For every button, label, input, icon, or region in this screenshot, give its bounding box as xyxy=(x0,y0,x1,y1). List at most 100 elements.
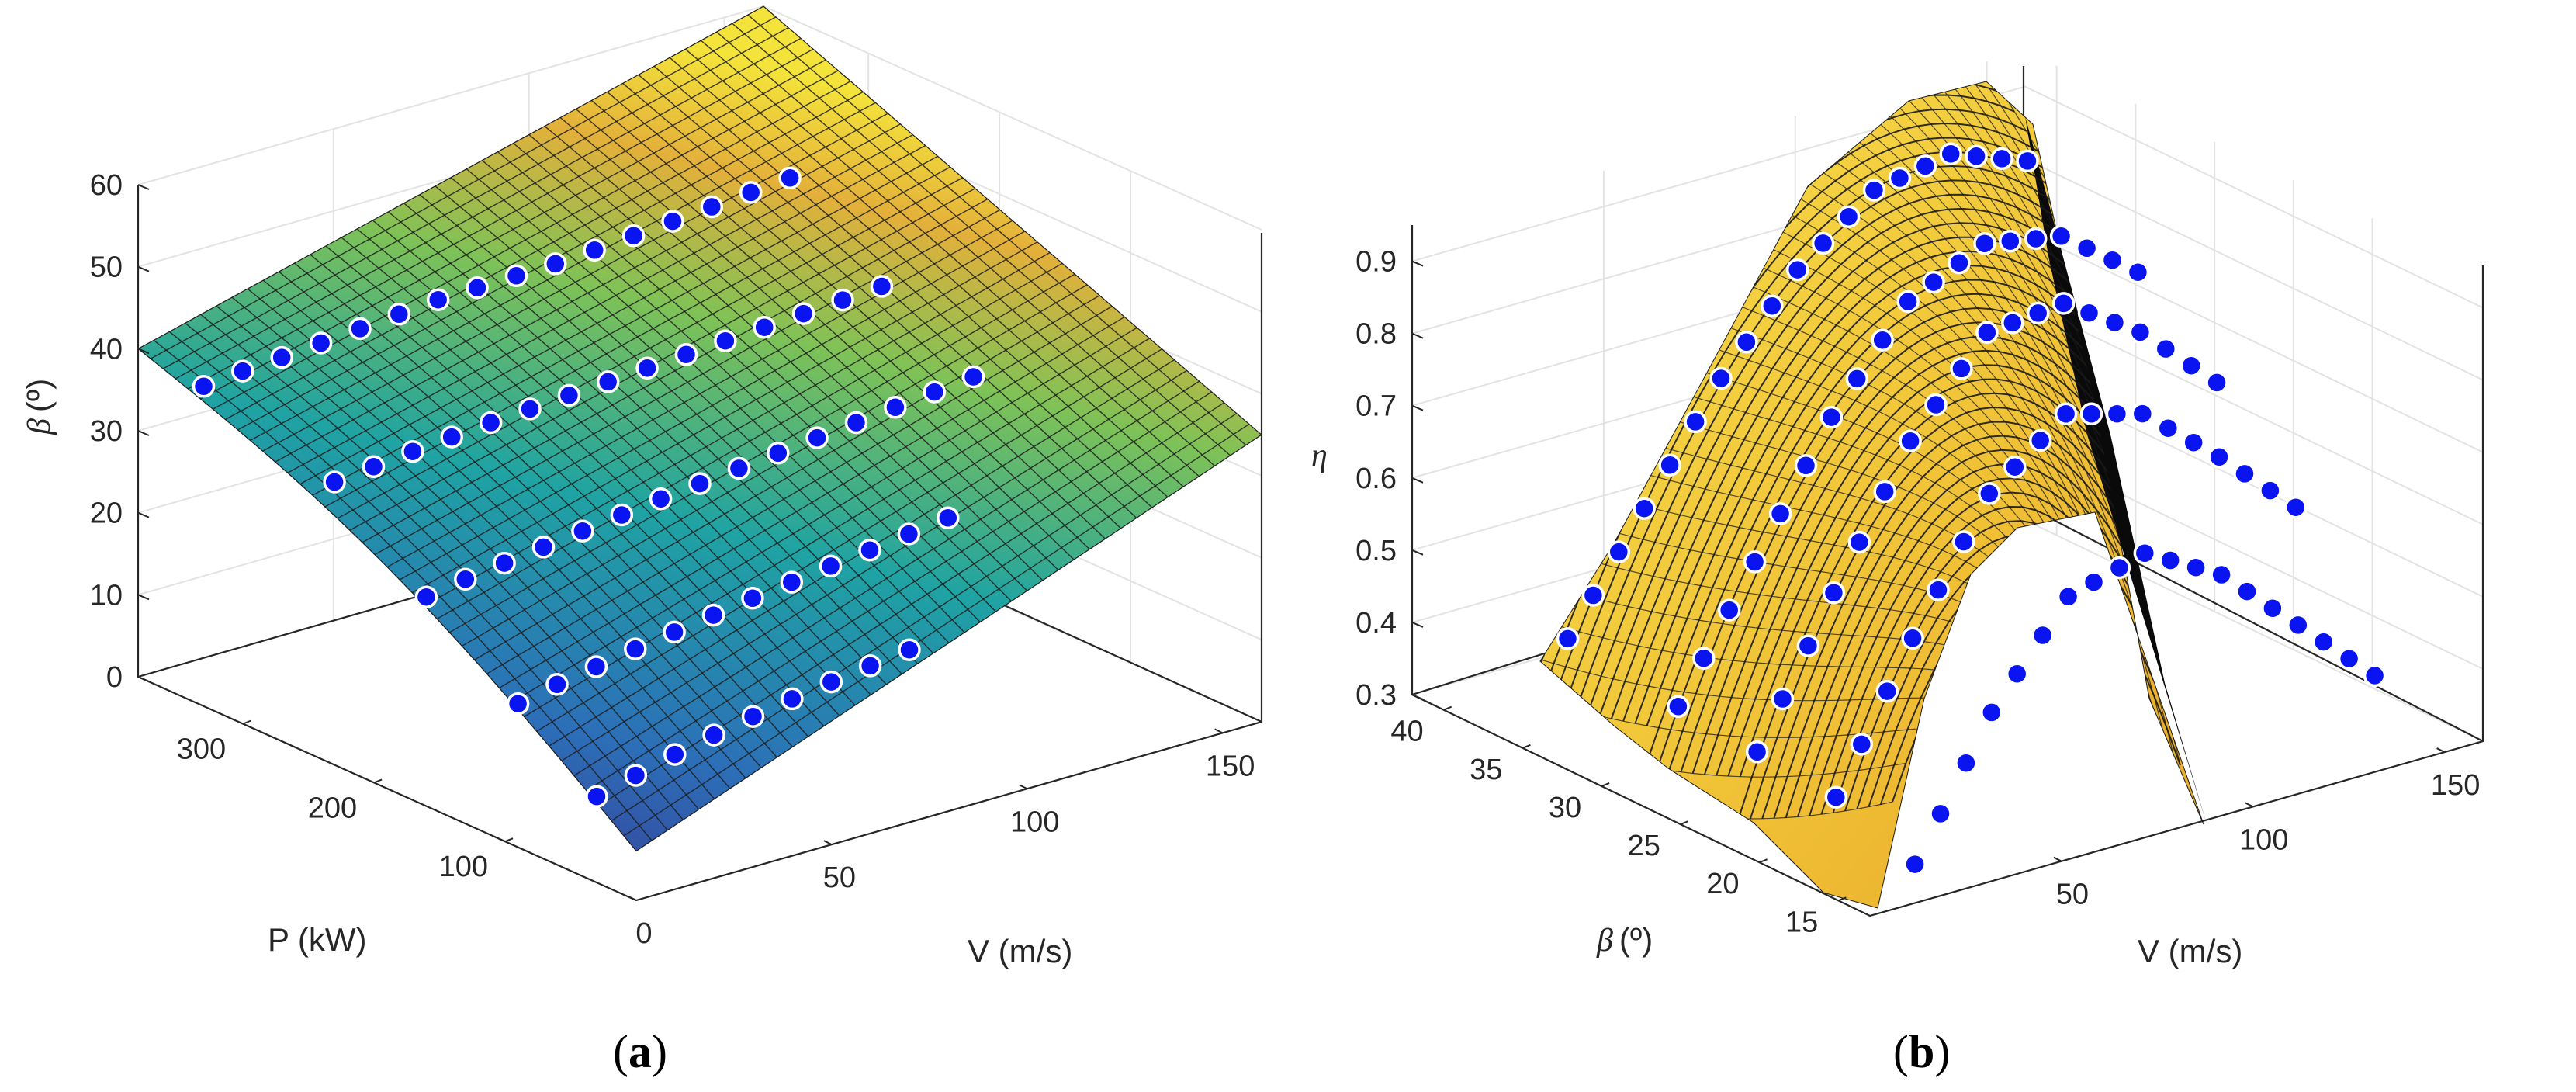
panel-b-x-ticks: 50 100 150 xyxy=(2053,747,2480,911)
surface-a-meshline xyxy=(386,220,1013,568)
panel-b-data-point xyxy=(2311,630,2335,653)
panel-b-data-point xyxy=(2031,623,2055,647)
panel-a-data-point xyxy=(961,365,985,389)
panel-a-data-point xyxy=(858,538,881,562)
panel-a-data-point xyxy=(702,723,725,747)
panel-b-data-point xyxy=(1743,550,1767,574)
panel-a-y-tick-label: 300 xyxy=(177,733,226,766)
panel-b-data-point xyxy=(1965,144,1988,168)
panel-b: 0.3 0.4 0.5 0.6 0.7 0.8 0.9 50 100 150 15 20 25 30 3… xyxy=(1311,61,2484,1077)
panel-b-x-tick-label: 150 xyxy=(2431,769,2480,802)
panel-a-data-point xyxy=(884,396,907,419)
panel-b-data-point xyxy=(2056,585,2080,608)
panel-b-z-tick-label: 0.4 xyxy=(1356,607,1397,640)
panel-a-z-tick-label: 10 xyxy=(90,579,123,612)
panel-a-data-point xyxy=(661,210,684,233)
panel-b-x-tick-label: 50 xyxy=(2056,879,2089,911)
panel-a-x-tickmark xyxy=(628,896,637,901)
panel-b-data-point xyxy=(2103,310,2127,335)
surface-a-meshline xyxy=(611,413,1238,822)
surface-a-meshline xyxy=(536,348,1162,732)
surface-a-meshline xyxy=(635,434,1262,851)
panel-b-data-point xyxy=(1607,540,1631,563)
surface-a-meshline xyxy=(162,26,789,369)
panel-a-data-point xyxy=(663,620,686,644)
panel-a-data-point xyxy=(414,585,438,608)
panel-b-data-point xyxy=(1950,357,1973,380)
panel-b-data-point xyxy=(1822,581,1846,605)
panel-b-gridline xyxy=(1411,85,2484,309)
panel-a-data-point xyxy=(493,551,516,575)
panel-b-data-point xyxy=(1824,785,1848,809)
surface-b-meshline xyxy=(1587,456,2013,596)
panel-b-caption: (b) xyxy=(1893,1026,1950,1077)
panel-a-data-point xyxy=(923,380,947,404)
panel-a-data-point xyxy=(192,375,216,398)
panel-b-z-ticks: 0.3 0.4 0.5 0.6 0.7 0.8 0.9 xyxy=(1356,246,1424,712)
panel-a-data-point xyxy=(844,411,868,435)
panel-a-z-tickmark xyxy=(137,348,150,355)
panel-b-data-point xyxy=(2054,402,2078,426)
panel-b-data-point xyxy=(2107,556,2131,580)
panel-b-x-tickmark xyxy=(2053,856,2062,862)
surface-a-meshline xyxy=(448,273,1075,633)
panel-a-data-point xyxy=(466,276,489,300)
panel-a-data-point xyxy=(387,303,411,326)
panel-b-data-point xyxy=(1978,482,2001,505)
panel-a-data-point xyxy=(571,519,594,543)
panel-a-data-point xyxy=(635,356,659,380)
panel-b-data-point xyxy=(2105,402,2129,425)
panel-b-data-point xyxy=(1684,410,1707,434)
panel-a-x-tick-label: 150 xyxy=(1206,750,1255,782)
panel-b-y-tickmark xyxy=(1759,858,1768,864)
panel-b-x-label: V (m/s) xyxy=(2138,933,2242,969)
panel-a-x-tickmark xyxy=(1019,784,1028,790)
panel-a-data-point xyxy=(819,670,843,694)
panel-a-data-point xyxy=(426,288,450,311)
panel-b-data-point xyxy=(2207,445,2231,469)
panel-b-data-point xyxy=(2028,428,2052,452)
panel-b-z-tick-label: 0.6 xyxy=(1356,463,1397,495)
panel-b-data-point xyxy=(1871,328,1894,352)
panel-b-data-point xyxy=(1761,294,1784,317)
panel-b-data-point xyxy=(2205,371,2228,394)
panel-b-data-point xyxy=(1948,251,1971,275)
panel-b-data-point xyxy=(1903,852,1927,876)
panel-b-z-tick-label: 0.5 xyxy=(1356,535,1397,567)
panel-a-data-point xyxy=(545,673,569,696)
panel-b-y-tick-label: 25 xyxy=(1628,830,1660,862)
panel-b-data-point xyxy=(1873,480,1896,504)
surface-b-meshline xyxy=(1738,801,1893,820)
panel-b-y-tickmark xyxy=(1837,896,1847,902)
panel-a-data-point xyxy=(401,439,424,463)
panel-b-data-point xyxy=(2284,495,2308,519)
panel-b-data-point xyxy=(2259,479,2282,502)
panel-a-z-label: β (º) xyxy=(20,379,57,435)
panel-a-data-point xyxy=(805,426,829,449)
panel-b-z-tickmark xyxy=(1411,260,1424,267)
panel-b-y-tick-label: 40 xyxy=(1390,716,1423,748)
surface-a-meshline xyxy=(299,144,926,485)
panel-a-data-point xyxy=(348,317,372,341)
surface-b-meshline xyxy=(1540,613,1947,672)
panel-b-data-point xyxy=(2001,311,2024,335)
panel-b-data-point xyxy=(2128,321,2152,344)
surface-b-meshline xyxy=(1667,304,2094,634)
panel-b-data-point xyxy=(2077,301,2101,324)
panel-a-y-tick-label: 200 xyxy=(308,792,357,824)
panel-a-data-point xyxy=(323,470,346,494)
panel-b-data-point xyxy=(1888,166,1912,190)
panel-a-data-point xyxy=(870,275,894,298)
panel-a-data-point xyxy=(688,472,712,495)
panel-b-data-point xyxy=(2154,337,2178,361)
panel-a-z-tickmark xyxy=(137,265,150,272)
panel-b-data-point xyxy=(2075,237,2099,260)
panel-a-data-point xyxy=(791,302,815,325)
panel-b-data-point xyxy=(1990,147,2013,171)
panel-b-data-point xyxy=(1913,154,1937,178)
panel-a-data-point xyxy=(727,456,751,480)
panel-a-z-tickmark xyxy=(137,594,150,601)
surface-a-meshline xyxy=(225,80,851,421)
panel-b-data-point xyxy=(1924,393,1948,417)
panel-b-z-tick-label: 0.3 xyxy=(1356,679,1397,712)
